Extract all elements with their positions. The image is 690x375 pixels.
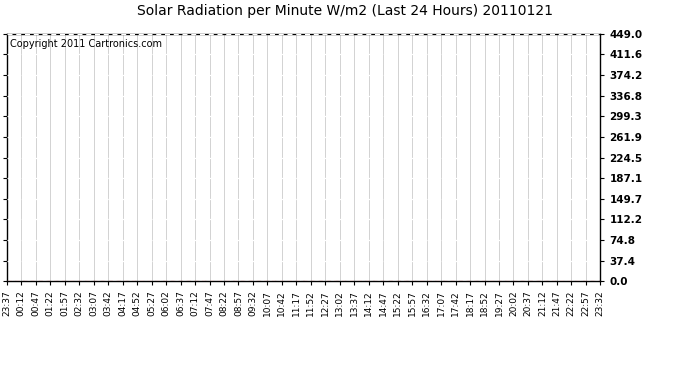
Text: Solar Radiation per Minute W/m2 (Last 24 Hours) 20110121: Solar Radiation per Minute W/m2 (Last 24…: [137, 4, 553, 18]
Text: Copyright 2011 Cartronics.com: Copyright 2011 Cartronics.com: [10, 39, 162, 49]
